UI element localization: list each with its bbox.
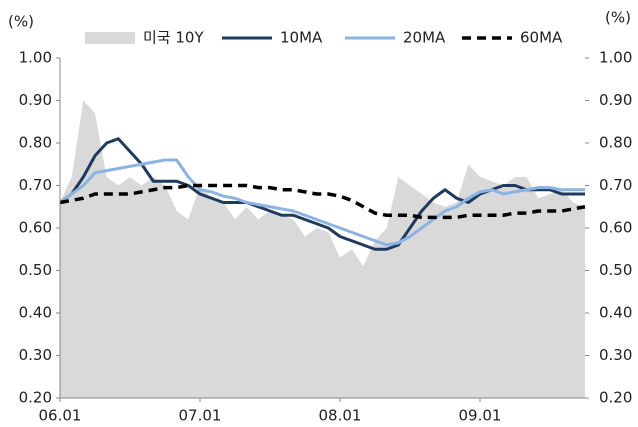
y2-tick-label: 0.50	[599, 261, 632, 279]
y2-tick-label: 0.90	[599, 91, 632, 109]
y2-tick-label: 0.20	[599, 389, 632, 407]
y-tick-label: 0.90	[19, 91, 52, 109]
y2-tick-label: 0.80	[599, 134, 632, 152]
y-axis-label: (%)	[8, 13, 34, 31]
y-tick-label: 0.70	[19, 176, 52, 194]
y-tick-label: 0.50	[19, 261, 52, 279]
x-tick-label: 08.01	[319, 407, 362, 425]
y-tick-label: 0.30	[19, 346, 52, 364]
y2-axis-label: (%)	[605, 9, 631, 27]
legend-label: 20MA	[403, 29, 446, 47]
y2-tick-label: 0.60	[599, 219, 632, 237]
x-tick-label: 09.01	[459, 407, 502, 425]
x-tick-label: 06.01	[39, 407, 82, 425]
y-tick-label: 0.40	[19, 304, 52, 322]
line	[59, 137, 585, 251]
y2-tick-label: 0.70	[599, 176, 632, 194]
y2-tick-label: 0.30	[599, 346, 632, 364]
y-tick-label: 1.00	[19, 49, 52, 67]
y2-tick-label: 0.40	[599, 304, 632, 322]
legend-label: 10MA	[280, 29, 323, 47]
y2-tick-label: 1.00	[599, 49, 632, 67]
legend-swatch	[85, 32, 135, 44]
legend-label: 60MA	[520, 29, 563, 47]
x-tick-label: 07.01	[179, 407, 222, 425]
y-tick-label: 0.20	[19, 389, 52, 407]
area	[60, 100, 585, 398]
y-tick-label: 0.80	[19, 134, 52, 152]
y-tick-label: 0.60	[19, 219, 52, 237]
legend-label: 미국 10Y	[143, 29, 204, 47]
line	[59, 158, 585, 247]
